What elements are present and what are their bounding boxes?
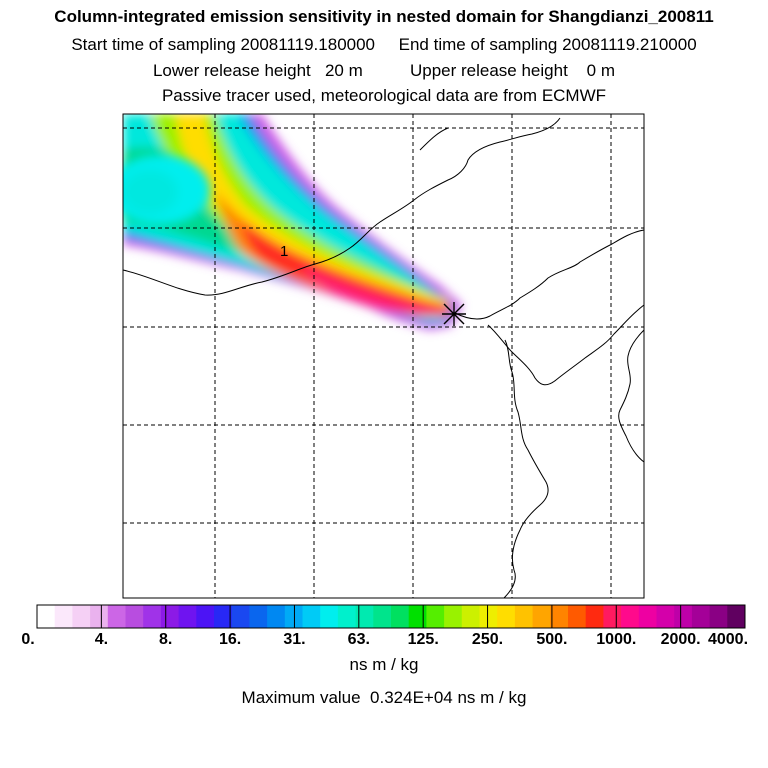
map-frame: [122, 113, 645, 599]
colorbar-cell: [514, 605, 534, 628]
colorbar-cells: [37, 605, 746, 628]
coastline-north: [123, 117, 561, 296]
colorbar-tick-label: 125.: [407, 631, 439, 648]
colorbar-cell: [408, 605, 427, 628]
plot-title: Column-integrated emission sensitivity i…: [54, 7, 714, 26]
colorbar-tick-label: 2000.: [660, 631, 701, 648]
coastline-bohai-north: [454, 229, 644, 320]
colorbar-cell: [674, 605, 693, 628]
colorbar-tick-label: 4.: [94, 631, 109, 648]
colorbar-cell: [709, 605, 728, 628]
colorbar-cell: [497, 605, 516, 628]
colorbar-cell: [532, 605, 551, 628]
colorbar-tick-label: 8.: [159, 631, 173, 648]
colorbar-cell: [37, 605, 56, 628]
colorbar-cell: [656, 605, 675, 628]
colorbar-cell: [196, 605, 215, 628]
colorbar-cell: [727, 605, 746, 628]
colorbar-cell: [479, 605, 498, 628]
plume-field: [123, 114, 462, 330]
colorbar-cell: [107, 605, 126, 628]
colorbar-tick-label: 0.: [21, 631, 35, 648]
colorbar-cell: [638, 605, 657, 628]
colorbar-ticks: [100, 605, 682, 628]
colorbar-cell: [267, 605, 286, 628]
colorbar-tick-label: 1000.: [596, 631, 637, 648]
colorbar-tick-label: 63.: [347, 631, 370, 648]
colorbar-cell: [143, 605, 162, 628]
colorbar-cell: [54, 605, 73, 628]
colorbar-tick-label: 4000.: [707, 631, 749, 648]
colorbar-cell: [426, 605, 445, 628]
tracer-info-line: Passive tracer used, meteorological data…: [161, 86, 607, 105]
release-height-line: Lower release height 20 m Upper release …: [152, 61, 616, 80]
colorbar-tick-label: 500.: [536, 631, 568, 648]
colorbar-cell: [691, 605, 711, 628]
colorbar-cell: [337, 605, 357, 628]
colorbar-cell: [284, 605, 303, 628]
colorbar-frame: [36, 604, 746, 629]
coastline-islet: [419, 127, 449, 151]
plume-pocket-inner: [123, 170, 178, 214]
colorbar-cell: [125, 605, 144, 628]
colorbar-tick-label: 250.: [471, 631, 504, 648]
colorbar-cell: [373, 605, 392, 628]
plume-band-core: [300, 266, 452, 316]
colorbar-cell: [391, 605, 410, 628]
colorbar-cell: [249, 605, 268, 628]
colorbar-cell: [603, 605, 622, 628]
plume-band-lime: [150, 114, 448, 314]
colorbar-cell: [585, 605, 604, 628]
colorbar-tick-label: 16.: [218, 631, 242, 648]
colorbar-cell: [72, 605, 91, 628]
colorbar-cell: [90, 605, 109, 628]
colorbar-cell: [568, 605, 587, 628]
colorbar-cell: [302, 605, 321, 628]
colorbar-cell: [160, 605, 180, 628]
coastline-korea: [618, 329, 644, 463]
colorbar-cell: [621, 605, 640, 628]
gridlines: [123, 114, 644, 598]
plume-contour-label: 1: [280, 243, 288, 260]
colorbar-cell: [320, 605, 339, 628]
colorbar-cell: [461, 605, 480, 628]
colorbar-tick-label: 31.: [283, 631, 306, 648]
colorbar-cell: [355, 605, 374, 628]
receptor-star-icon: [442, 302, 466, 326]
colorbar-cell: [550, 605, 569, 628]
plume-band-red: [240, 220, 450, 314]
colorbar-units: ns m / kg: [349, 655, 419, 674]
colorbar-cell: [214, 605, 233, 628]
colorbar-cell: [444, 605, 463, 628]
sampling-time-line: Start time of sampling 20081119.180000 E…: [71, 35, 697, 54]
colorbar-cell: [231, 605, 250, 628]
colorbar-cell: [178, 605, 197, 628]
maximum-value-text: Maximum value 0.324E+04 ns m / kg: [241, 688, 527, 707]
